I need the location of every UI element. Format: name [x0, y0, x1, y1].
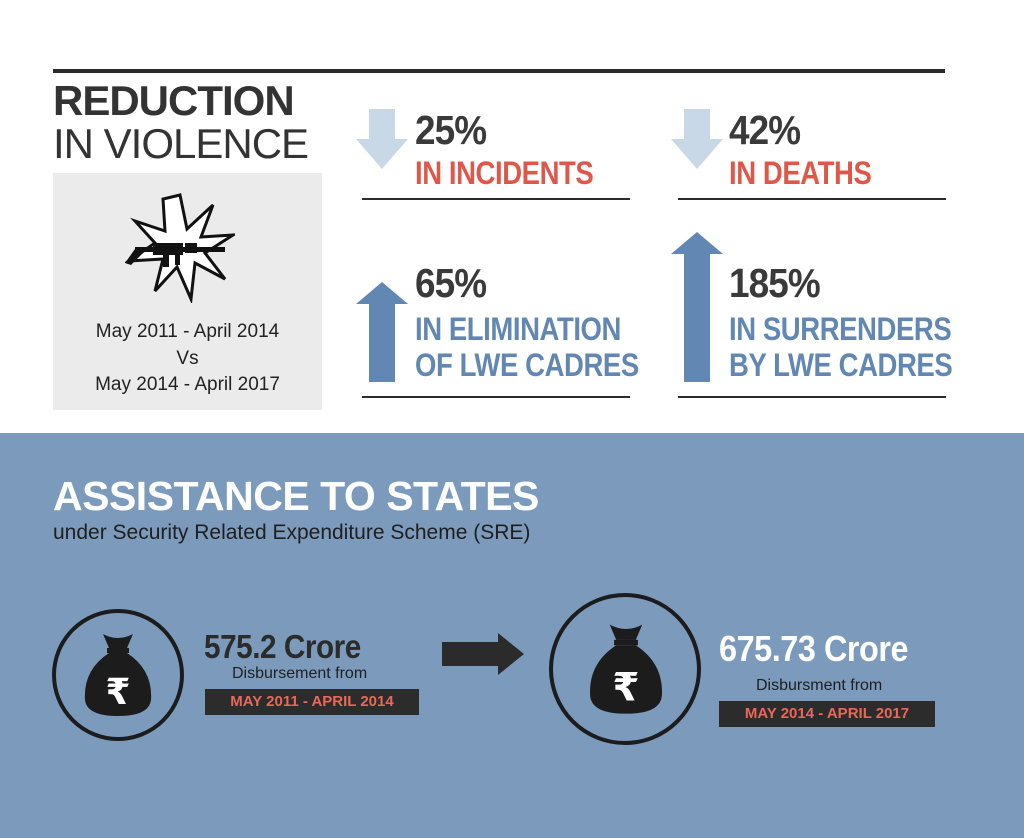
before-amount: 575.2 Crore: [204, 628, 361, 665]
surrenders-label-line1: IN SURRENDERS: [729, 311, 952, 347]
svg-text:₹: ₹: [105, 672, 130, 713]
elimination-label-line1: IN ELIMINATION: [415, 311, 621, 347]
svg-text:₹: ₹: [612, 666, 639, 711]
section-title-line1: REDUCTION: [53, 77, 295, 124]
assistance-subtitle: under Security Related Expenditure Schem…: [53, 521, 531, 544]
elimination-percent: 65%: [415, 260, 487, 306]
assistance-title: ASSISTANCE TO STATES: [53, 473, 539, 519]
elimination-label-line2: OF LWE CADRES: [415, 347, 639, 383]
money-bag-rupee-icon: ₹: [590, 624, 662, 714]
down-arrow-icon: [671, 109, 723, 169]
surrenders-percent: 185%: [729, 260, 821, 306]
down-arrow-icon: [356, 109, 408, 169]
up-arrow-icon: [356, 282, 408, 382]
money-bag-circle: [549, 593, 701, 745]
incidents-label: IN INCIDENTS: [415, 155, 594, 191]
incidents-percent: 25%: [415, 107, 487, 153]
stat-divider: [678, 396, 946, 398]
top-divider: [53, 69, 945, 73]
after-period-badge: MAY 2014 - APRIL 2017: [719, 701, 935, 727]
stat-divider: [362, 198, 630, 200]
before-caption: Disbursement from: [232, 665, 368, 682]
gun-blast-icon: [125, 193, 235, 303]
surrenders-label-line2: BY LWE CADRES: [729, 347, 953, 383]
after-caption: Disbursment from: [756, 677, 883, 694]
right-arrow-icon: [442, 633, 524, 675]
money-bag-rupee-icon: ₹: [84, 634, 152, 716]
section-title-line2: IN VIOLENCE: [53, 120, 309, 167]
up-arrow-icon: [671, 232, 723, 382]
period-end: May 2014 - April 2017: [95, 374, 280, 395]
money-bag-circle: [52, 609, 184, 741]
stat-divider: [362, 396, 630, 398]
deaths-percent: 42%: [729, 107, 801, 153]
period-start: May 2011 - April 2014: [95, 321, 280, 342]
stat-divider: [678, 198, 946, 200]
deaths-label: IN DEATHS: [729, 155, 872, 191]
after-amount: 675.73 Crore: [719, 628, 909, 669]
period-comparison-box: May 2011 - April 2014 Vs May 2014 - Apri…: [53, 173, 322, 410]
period-vs: Vs: [176, 348, 199, 369]
before-period-badge: MAY 2011 - APRIL 2014: [205, 689, 419, 715]
